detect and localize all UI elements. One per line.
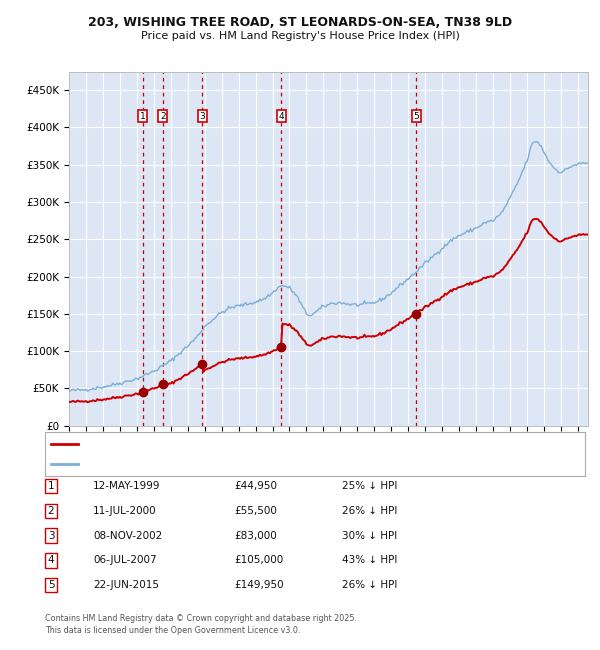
Text: Price paid vs. HM Land Registry's House Price Index (HPI): Price paid vs. HM Land Registry's House … — [140, 31, 460, 41]
Text: 30% ↓ HPI: 30% ↓ HPI — [342, 530, 397, 541]
Text: 2: 2 — [47, 506, 55, 516]
Text: 1: 1 — [140, 112, 146, 121]
Text: 5: 5 — [47, 580, 55, 590]
Text: 26% ↓ HPI: 26% ↓ HPI — [342, 580, 397, 590]
Text: £83,000: £83,000 — [234, 530, 277, 541]
Text: 08-NOV-2002: 08-NOV-2002 — [93, 530, 162, 541]
Text: 3: 3 — [47, 530, 55, 541]
Text: Contains HM Land Registry data © Crown copyright and database right 2025.: Contains HM Land Registry data © Crown c… — [45, 614, 357, 623]
Text: 203, WISHING TREE ROAD, ST LEONARDS-ON-SEA, TN38 9LD: 203, WISHING TREE ROAD, ST LEONARDS-ON-S… — [88, 16, 512, 29]
Text: £44,950: £44,950 — [234, 481, 277, 491]
Text: This data is licensed under the Open Government Licence v3.0.: This data is licensed under the Open Gov… — [45, 626, 301, 635]
Text: £105,000: £105,000 — [234, 555, 283, 566]
Text: £55,500: £55,500 — [234, 506, 277, 516]
Text: 06-JUL-2007: 06-JUL-2007 — [93, 555, 157, 566]
Text: 2: 2 — [160, 112, 166, 121]
Text: 5: 5 — [413, 112, 419, 121]
Text: 3: 3 — [199, 112, 205, 121]
Text: £149,950: £149,950 — [234, 580, 284, 590]
Text: 22-JUN-2015: 22-JUN-2015 — [93, 580, 159, 590]
Text: 4: 4 — [278, 112, 284, 121]
Text: HPI: Average price, semi-detached house, Hastings: HPI: Average price, semi-detached house,… — [82, 460, 303, 469]
Text: 11-JUL-2000: 11-JUL-2000 — [93, 506, 157, 516]
Text: 25% ↓ HPI: 25% ↓ HPI — [342, 481, 397, 491]
Text: 1: 1 — [47, 481, 55, 491]
Text: 26% ↓ HPI: 26% ↓ HPI — [342, 506, 397, 516]
Text: 4: 4 — [47, 555, 55, 566]
Text: 43% ↓ HPI: 43% ↓ HPI — [342, 555, 397, 566]
Text: 12-MAY-1999: 12-MAY-1999 — [93, 481, 161, 491]
Text: 203, WISHING TREE ROAD, ST LEONARDS-ON-SEA, TN38 9LD (semi-detached house): 203, WISHING TREE ROAD, ST LEONARDS-ON-S… — [82, 439, 449, 448]
